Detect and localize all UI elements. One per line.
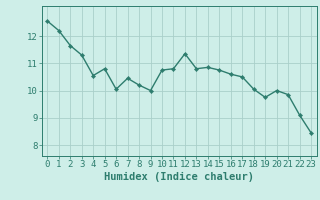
X-axis label: Humidex (Indice chaleur): Humidex (Indice chaleur) bbox=[104, 172, 254, 182]
